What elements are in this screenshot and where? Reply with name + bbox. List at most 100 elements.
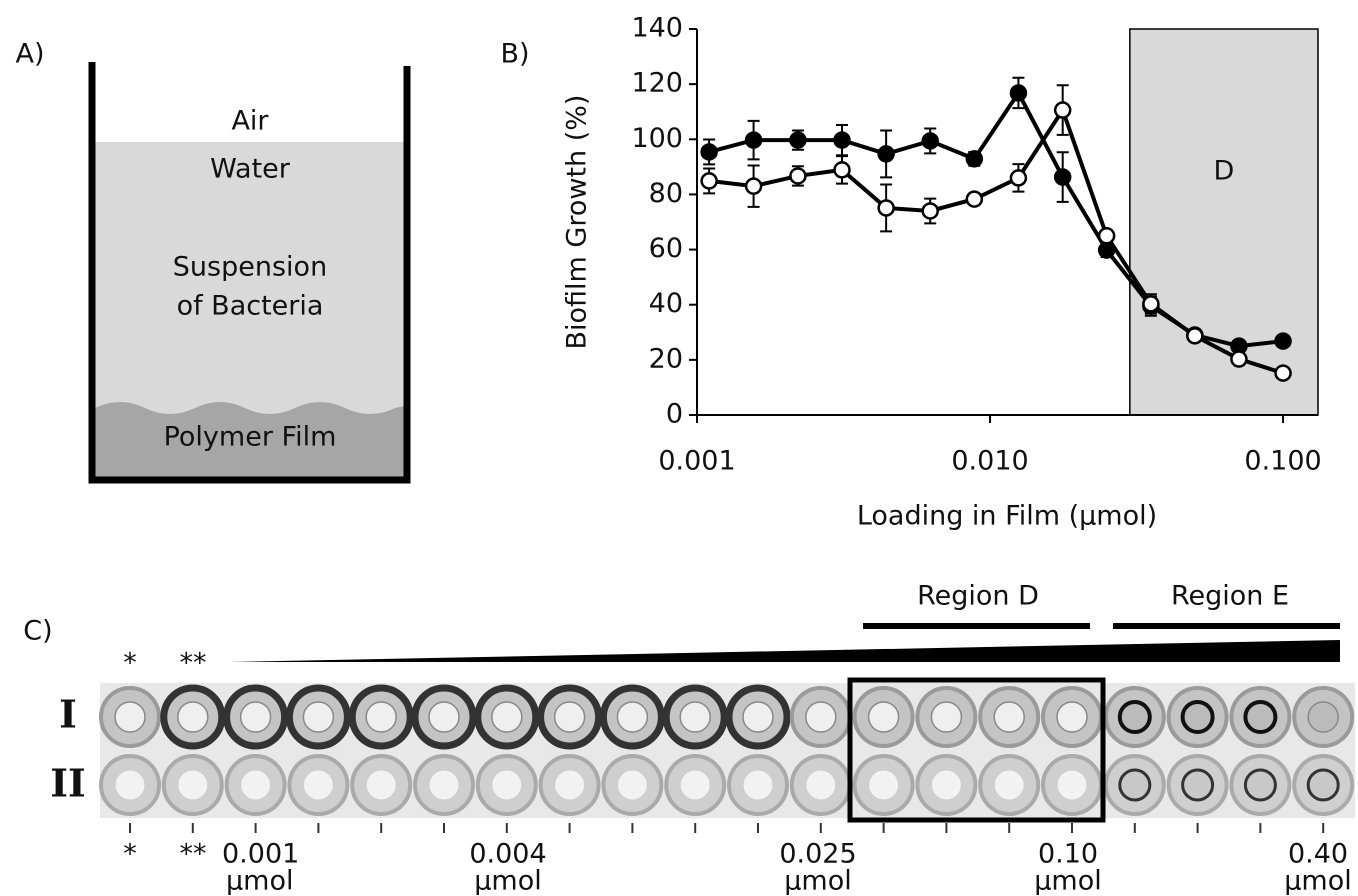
well-center	[177, 769, 209, 801]
panel-label: A)	[15, 39, 44, 70]
marker	[833, 161, 851, 179]
well-center	[114, 769, 146, 801]
well-center	[239, 701, 272, 733]
y-tick-label: 80	[649, 178, 683, 209]
loading-amount: 0.001	[222, 839, 299, 870]
loading-unit: µmol	[1034, 866, 1102, 896]
well-mark: **	[180, 839, 207, 870]
water-label: Water	[210, 154, 291, 185]
well-center	[616, 769, 648, 801]
plate	[100, 683, 1355, 818]
well-center	[302, 701, 335, 733]
gradient-wedge	[230, 640, 1340, 662]
marker	[877, 145, 895, 163]
well-center	[805, 769, 837, 801]
well-center	[491, 701, 523, 733]
marker	[1097, 227, 1116, 245]
panel-c: C) Region D Region E * ** I II * ** 0.00…	[23, 581, 1355, 896]
marker	[1009, 84, 1028, 102]
marker	[965, 190, 984, 208]
y-tick-label: 40	[649, 288, 683, 319]
loading-unit: µmol	[1284, 866, 1352, 896]
well-center	[1117, 700, 1152, 734]
marker	[1274, 332, 1292, 350]
row-label: II	[50, 761, 86, 806]
chart: B) Loading in Film (µmol) Biofilm Growth…	[500, 13, 1321, 532]
x-tick-label: 0.100	[1244, 446, 1321, 477]
well-center	[930, 769, 962, 801]
well-center	[930, 701, 963, 733]
well-center	[428, 701, 460, 733]
well-center	[867, 701, 900, 733]
marker	[789, 167, 807, 185]
marker	[789, 131, 807, 149]
panel-label: B)	[500, 39, 529, 70]
well-center	[805, 701, 837, 733]
marker	[1009, 169, 1028, 187]
well-center	[1056, 701, 1088, 733]
region-label: Region D	[917, 581, 1039, 612]
y-tick-label: 0	[666, 399, 683, 430]
marker	[1142, 295, 1160, 313]
well-center	[1181, 768, 1215, 802]
x-tick-label: 0.001	[658, 446, 735, 477]
x-tick-label: 0.010	[951, 446, 1028, 477]
y-tick-label: 60	[649, 233, 683, 264]
well-center	[993, 769, 1025, 801]
well-center	[177, 701, 209, 733]
y-axis-label: Biofilm Growth (%)	[562, 95, 593, 350]
well-center	[679, 769, 711, 801]
well-center	[1243, 768, 1277, 802]
marker	[965, 150, 984, 168]
loading-unit: µmol	[474, 866, 542, 896]
suspension-label: Suspension	[173, 252, 327, 283]
marker	[1230, 350, 1248, 368]
well-mark: **	[180, 648, 207, 679]
marker	[700, 172, 718, 190]
container	[88, 62, 411, 484]
panel-label: C)	[23, 616, 52, 647]
marker	[1053, 101, 1072, 119]
well-center	[868, 769, 900, 801]
marker	[1186, 327, 1204, 345]
marker	[700, 143, 718, 161]
well-mark: *	[123, 839, 137, 870]
well-center	[1056, 769, 1088, 801]
well-center	[1180, 700, 1215, 734]
x-axis-label: Loading in Film (µmol)	[857, 501, 1157, 532]
marker	[744, 131, 763, 149]
marker	[921, 202, 939, 220]
loading-amount: 0.025	[779, 839, 856, 870]
air-label: Air	[231, 106, 269, 137]
well-center	[742, 769, 774, 801]
marker	[833, 131, 851, 149]
well-center	[114, 701, 146, 733]
suspension-label: of Bacteria	[177, 291, 324, 322]
region-d-box	[847, 677, 1106, 823]
film-label: Polymer Film	[164, 422, 337, 453]
well-center	[240, 769, 272, 801]
region-label: Region E	[1171, 581, 1289, 612]
panel-a: A) Air Water Suspension of Bacteria Poly…	[15, 39, 411, 484]
well-center	[553, 701, 586, 733]
well-center	[365, 701, 397, 733]
marker	[1053, 168, 1072, 186]
polymer-film	[95, 402, 404, 478]
y-tick-label: 120	[631, 68, 683, 99]
well-center	[1306, 768, 1340, 802]
well-center	[1243, 700, 1278, 734]
region-label: D	[1214, 156, 1235, 187]
y-tick-label: 100	[631, 123, 683, 154]
well-center	[742, 701, 774, 733]
marker	[921, 132, 939, 150]
well-center	[554, 769, 586, 801]
y-tick-label: 20	[649, 343, 683, 374]
well-center	[1307, 701, 1339, 733]
well-center	[491, 769, 523, 801]
y-tick-label: 140	[631, 13, 683, 44]
well-center	[616, 701, 649, 733]
marker	[1274, 364, 1292, 382]
well-center	[302, 769, 334, 801]
marker	[744, 177, 763, 195]
loading-amount: 0.40	[1288, 839, 1348, 870]
